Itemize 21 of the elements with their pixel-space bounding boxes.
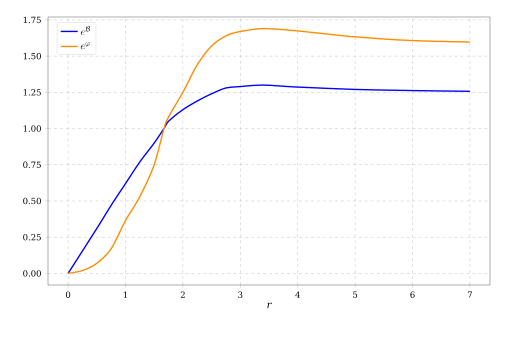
- legend-label: $e^{\varphi}$: [80, 42, 90, 50]
- x-tick-label: 0: [66, 292, 70, 298]
- x-tick-label: 2: [180, 292, 185, 298]
- x-tick-label: 6: [410, 292, 415, 298]
- x-axis-title: r: [267, 302, 272, 308]
- x-tick-label: 3: [238, 292, 242, 298]
- y-tick-label: 1.25: [24, 89, 41, 96]
- y-tick-label: 0.25: [23, 234, 41, 240]
- y-tick-label: 1.75: [24, 16, 41, 24]
- y-tick-label: 1.00: [24, 125, 41, 132]
- legend-label: $e^{\mathcal{B}}$: [80, 26, 90, 36]
- y-tick-label: 1.50: [24, 52, 41, 60]
- y-tick-label: 0.75: [23, 162, 41, 168]
- x-tick-label: 5: [353, 292, 358, 298]
- y-tick-label: 0.00: [23, 270, 41, 277]
- line-series: [67, 28, 471, 274]
- x-tick-label: 4: [295, 292, 300, 298]
- x-tick-label: 1: [124, 292, 127, 298]
- x-tick-label: 7: [468, 292, 472, 298]
- line-series: [67, 84, 471, 274]
- y-tick-label: 0.50: [23, 198, 41, 204]
